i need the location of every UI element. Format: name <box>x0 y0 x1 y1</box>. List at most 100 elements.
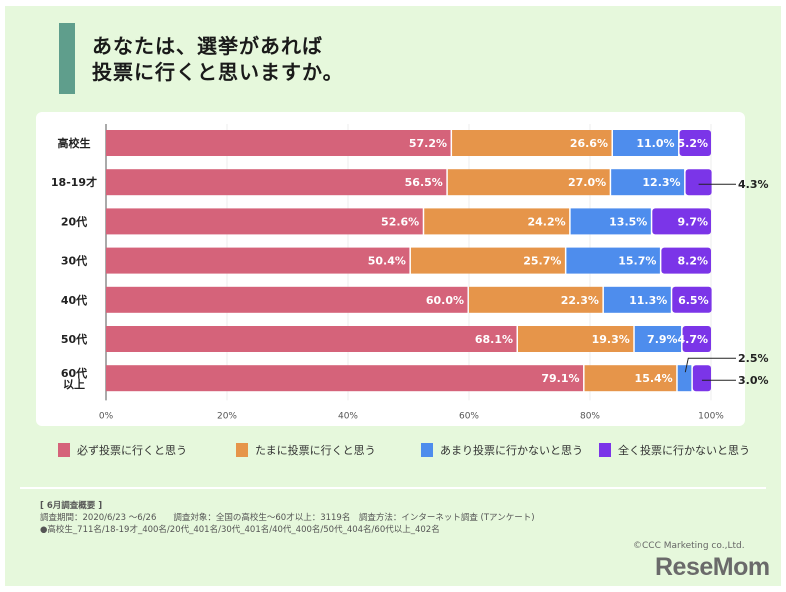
x-tick-label: 20% <box>217 411 237 421</box>
bar-segment <box>685 169 712 196</box>
data-label: 68.1% <box>475 333 513 346</box>
legend-swatch <box>421 443 433 457</box>
data-label: 60.0% <box>426 294 464 307</box>
category-label-line: 30代 <box>61 254 87 268</box>
category-label-line: 60代 <box>61 366 87 380</box>
data-label: 24.2% <box>527 215 565 228</box>
bar-segment <box>570 208 651 235</box>
legend-label: あまり投票に行かないと思う <box>440 444 583 457</box>
category-label-line: 以上 <box>63 377 85 391</box>
data-label: 11.3% <box>629 294 667 307</box>
data-label: 19.3% <box>592 333 630 346</box>
legend-swatch <box>236 443 248 457</box>
bar-segment <box>106 286 468 313</box>
notes-line-2: ●高校生_711名/18-19才_400名/20代_401名/30代_401名/… <box>40 525 440 535</box>
bar-segment <box>566 247 660 274</box>
x-tick-label: 80% <box>580 411 600 421</box>
bar-segment <box>612 130 679 156</box>
legend-label: 全く投票に行かないと思う <box>618 444 750 457</box>
bar-segment <box>106 169 447 196</box>
x-tick-label: 0% <box>99 411 114 421</box>
bar-segment <box>634 326 682 352</box>
bar-segment <box>106 247 410 274</box>
category-label: 40代 <box>61 293 87 307</box>
data-label: 11.0% <box>636 137 674 150</box>
copyright: ©CCC Marketing co.,Ltd. <box>633 541 745 551</box>
data-label: 26.6% <box>570 137 608 150</box>
category-label-line: 20代 <box>61 214 87 228</box>
category-label: 高校生 <box>58 136 91 150</box>
legend-item: たまに投票に行くと思う <box>236 442 421 458</box>
data-label: 56.5% <box>405 176 443 189</box>
data-label: 15.7% <box>618 255 656 268</box>
notes-line-1: 調査期間：2020/6/23 ～6/26 調査対象：全国の高校生～60才以上：3… <box>40 513 535 523</box>
bar-segment <box>652 208 711 235</box>
data-label: 50.4% <box>368 255 406 268</box>
data-label: 12.3% <box>642 176 680 189</box>
bar-segment <box>679 130 711 156</box>
data-label: 6.5% <box>678 294 709 307</box>
data-label: 22.3% <box>561 294 599 307</box>
title-line-2: 投票に行くと思いますか。 <box>92 60 344 84</box>
category-label: 30代 <box>61 254 87 268</box>
data-label: 4.7% <box>677 333 708 346</box>
x-tick-label: 60% <box>459 411 479 421</box>
category-label-line: 18-19才 <box>51 175 97 189</box>
x-tick-label: 40% <box>338 411 358 421</box>
data-label: 79.1% <box>541 372 579 385</box>
callout-line <box>684 357 736 373</box>
legend-label: たまに投票に行くと思う <box>255 444 376 457</box>
category-label-line: 50代 <box>61 332 87 346</box>
data-label: 7.9% <box>647 333 678 346</box>
bar-segment <box>469 286 603 313</box>
data-label: 5.2% <box>677 137 708 150</box>
callout-label: 2.5% <box>738 352 769 365</box>
category-label-line: 高校生 <box>58 136 91 150</box>
bar-segment <box>518 326 634 352</box>
data-label: 57.2% <box>409 137 447 150</box>
data-label: 13.5% <box>609 215 647 228</box>
data-label: 9.7% <box>677 215 708 228</box>
bar-segment <box>106 326 517 352</box>
category-label: 18-19才 <box>51 175 97 189</box>
legend-item: 必ず投票に行くと思う <box>58 442 236 458</box>
category-label: 20代 <box>61 214 87 228</box>
callout-label: 3.0% <box>738 374 769 387</box>
callout-label: 4.3% <box>738 178 769 191</box>
data-label: 8.2% <box>677 255 708 268</box>
legend-item: あまり投票に行かないと思う <box>421 442 599 458</box>
data-label: 52.6% <box>381 215 419 228</box>
legend-label: 必ず投票に行くと思う <box>77 444 187 457</box>
category-label: 60代以上 <box>61 366 87 391</box>
data-label: 15.4% <box>635 372 673 385</box>
bar-segment <box>424 208 570 235</box>
bar-segment <box>106 208 423 235</box>
bar-segment <box>661 247 711 274</box>
title-accent-bar <box>59 23 75 94</box>
bar-segment <box>584 365 677 392</box>
bar-segment <box>106 365 584 392</box>
legend-swatch <box>599 443 611 457</box>
bar-segment <box>603 286 671 313</box>
title-line-1: あなたは、選挙があれば <box>92 34 323 58</box>
bar-segment <box>106 130 451 156</box>
bar-segment <box>692 365 711 392</box>
bar-segment <box>672 286 712 313</box>
survey-notes: [ 6月調査概要 ] 調査期間：2020/6/23 ～6/26 調査対象：全国の… <box>40 500 535 536</box>
bar-segment <box>677 365 692 392</box>
page-title: あなたは、選挙があれば 投票に行くと思いますか。 <box>92 33 344 85</box>
bar-segment <box>452 130 612 156</box>
legend-item: 全く投票に行かないと思う <box>599 442 769 458</box>
chart-legend: 必ず投票に行くと思う たまに投票に行くと思う あまり投票に行かないと思う 全く投票に行… <box>58 442 769 458</box>
resemom-logo: ReseMom <box>655 553 770 581</box>
bar-segment <box>410 247 565 274</box>
category-label-line: 40代 <box>61 293 87 307</box>
divider <box>20 487 766 489</box>
data-label: 25.7% <box>523 255 561 268</box>
bar-segment <box>682 326 711 352</box>
x-tick-label: 100% <box>698 411 724 421</box>
notes-heading: [ 6月調査概要 ] <box>40 501 103 511</box>
data-label: 27.0% <box>568 176 606 189</box>
bar-segment <box>447 169 610 196</box>
